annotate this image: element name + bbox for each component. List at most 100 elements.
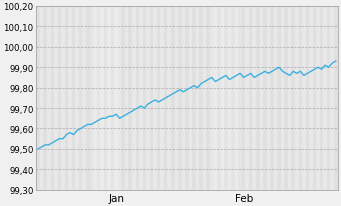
Bar: [235, 7, 238, 190]
Bar: [114, 7, 118, 190]
Bar: [210, 7, 213, 190]
Bar: [68, 7, 72, 190]
Bar: [104, 7, 107, 190]
Bar: [274, 7, 277, 190]
Bar: [260, 7, 263, 190]
Bar: [100, 7, 104, 190]
Bar: [231, 7, 235, 190]
Bar: [79, 7, 83, 190]
Bar: [256, 7, 260, 190]
Bar: [132, 7, 136, 190]
Bar: [299, 7, 302, 190]
Bar: [334, 7, 338, 190]
Bar: [178, 7, 182, 190]
Bar: [302, 7, 306, 190]
Bar: [263, 7, 267, 190]
Bar: [107, 7, 111, 190]
Bar: [320, 7, 323, 190]
Bar: [252, 7, 256, 190]
Bar: [129, 7, 132, 190]
Bar: [235, 7, 238, 190]
Bar: [242, 7, 246, 190]
Bar: [143, 7, 146, 190]
Bar: [93, 7, 97, 190]
Bar: [150, 7, 153, 190]
Bar: [107, 7, 111, 190]
Bar: [309, 7, 313, 190]
Bar: [213, 7, 242, 190]
Bar: [281, 7, 284, 190]
Bar: [306, 7, 309, 190]
Bar: [224, 7, 228, 190]
Bar: [323, 7, 327, 190]
Bar: [238, 7, 242, 190]
Bar: [238, 7, 242, 190]
Bar: [160, 7, 164, 190]
Bar: [206, 7, 210, 190]
Bar: [58, 7, 61, 190]
Bar: [114, 7, 118, 190]
Bar: [327, 7, 330, 190]
Bar: [75, 7, 79, 190]
Bar: [157, 7, 160, 190]
Bar: [136, 7, 139, 190]
Bar: [228, 7, 231, 190]
Bar: [146, 7, 150, 190]
Bar: [171, 7, 175, 190]
Bar: [72, 7, 75, 190]
Bar: [47, 7, 50, 190]
Bar: [86, 7, 90, 190]
Bar: [284, 7, 288, 190]
Bar: [111, 7, 114, 190]
Bar: [270, 7, 274, 190]
Bar: [104, 7, 107, 190]
Bar: [316, 7, 320, 190]
Bar: [203, 7, 206, 190]
Bar: [217, 7, 221, 190]
Bar: [249, 7, 252, 190]
Bar: [231, 7, 235, 190]
Bar: [185, 7, 189, 190]
Bar: [221, 7, 224, 190]
Bar: [330, 7, 334, 190]
Bar: [221, 7, 224, 190]
Bar: [100, 7, 104, 190]
Bar: [139, 7, 143, 190]
Bar: [175, 7, 178, 190]
Bar: [288, 7, 292, 190]
Bar: [61, 7, 65, 190]
Bar: [36, 7, 40, 190]
Bar: [111, 7, 114, 190]
Bar: [118, 7, 121, 190]
Bar: [246, 7, 249, 190]
Bar: [40, 7, 43, 190]
Bar: [97, 7, 100, 190]
Bar: [224, 7, 228, 190]
Bar: [217, 7, 221, 190]
Bar: [43, 7, 47, 190]
Bar: [213, 7, 217, 190]
Bar: [97, 7, 100, 190]
Bar: [295, 7, 299, 190]
Bar: [54, 7, 58, 190]
Bar: [125, 7, 129, 190]
Bar: [267, 7, 270, 190]
Bar: [228, 7, 231, 190]
Bar: [153, 7, 157, 190]
Bar: [189, 7, 192, 190]
Bar: [65, 7, 68, 190]
Bar: [313, 7, 316, 190]
Bar: [192, 7, 196, 190]
Bar: [199, 7, 203, 190]
Bar: [292, 7, 295, 190]
Bar: [90, 7, 93, 190]
Bar: [164, 7, 167, 190]
Bar: [196, 7, 199, 190]
Bar: [121, 7, 125, 190]
Bar: [90, 7, 93, 190]
Bar: [83, 7, 86, 190]
Bar: [277, 7, 281, 190]
Bar: [90, 7, 118, 190]
Bar: [167, 7, 171, 190]
Bar: [182, 7, 185, 190]
